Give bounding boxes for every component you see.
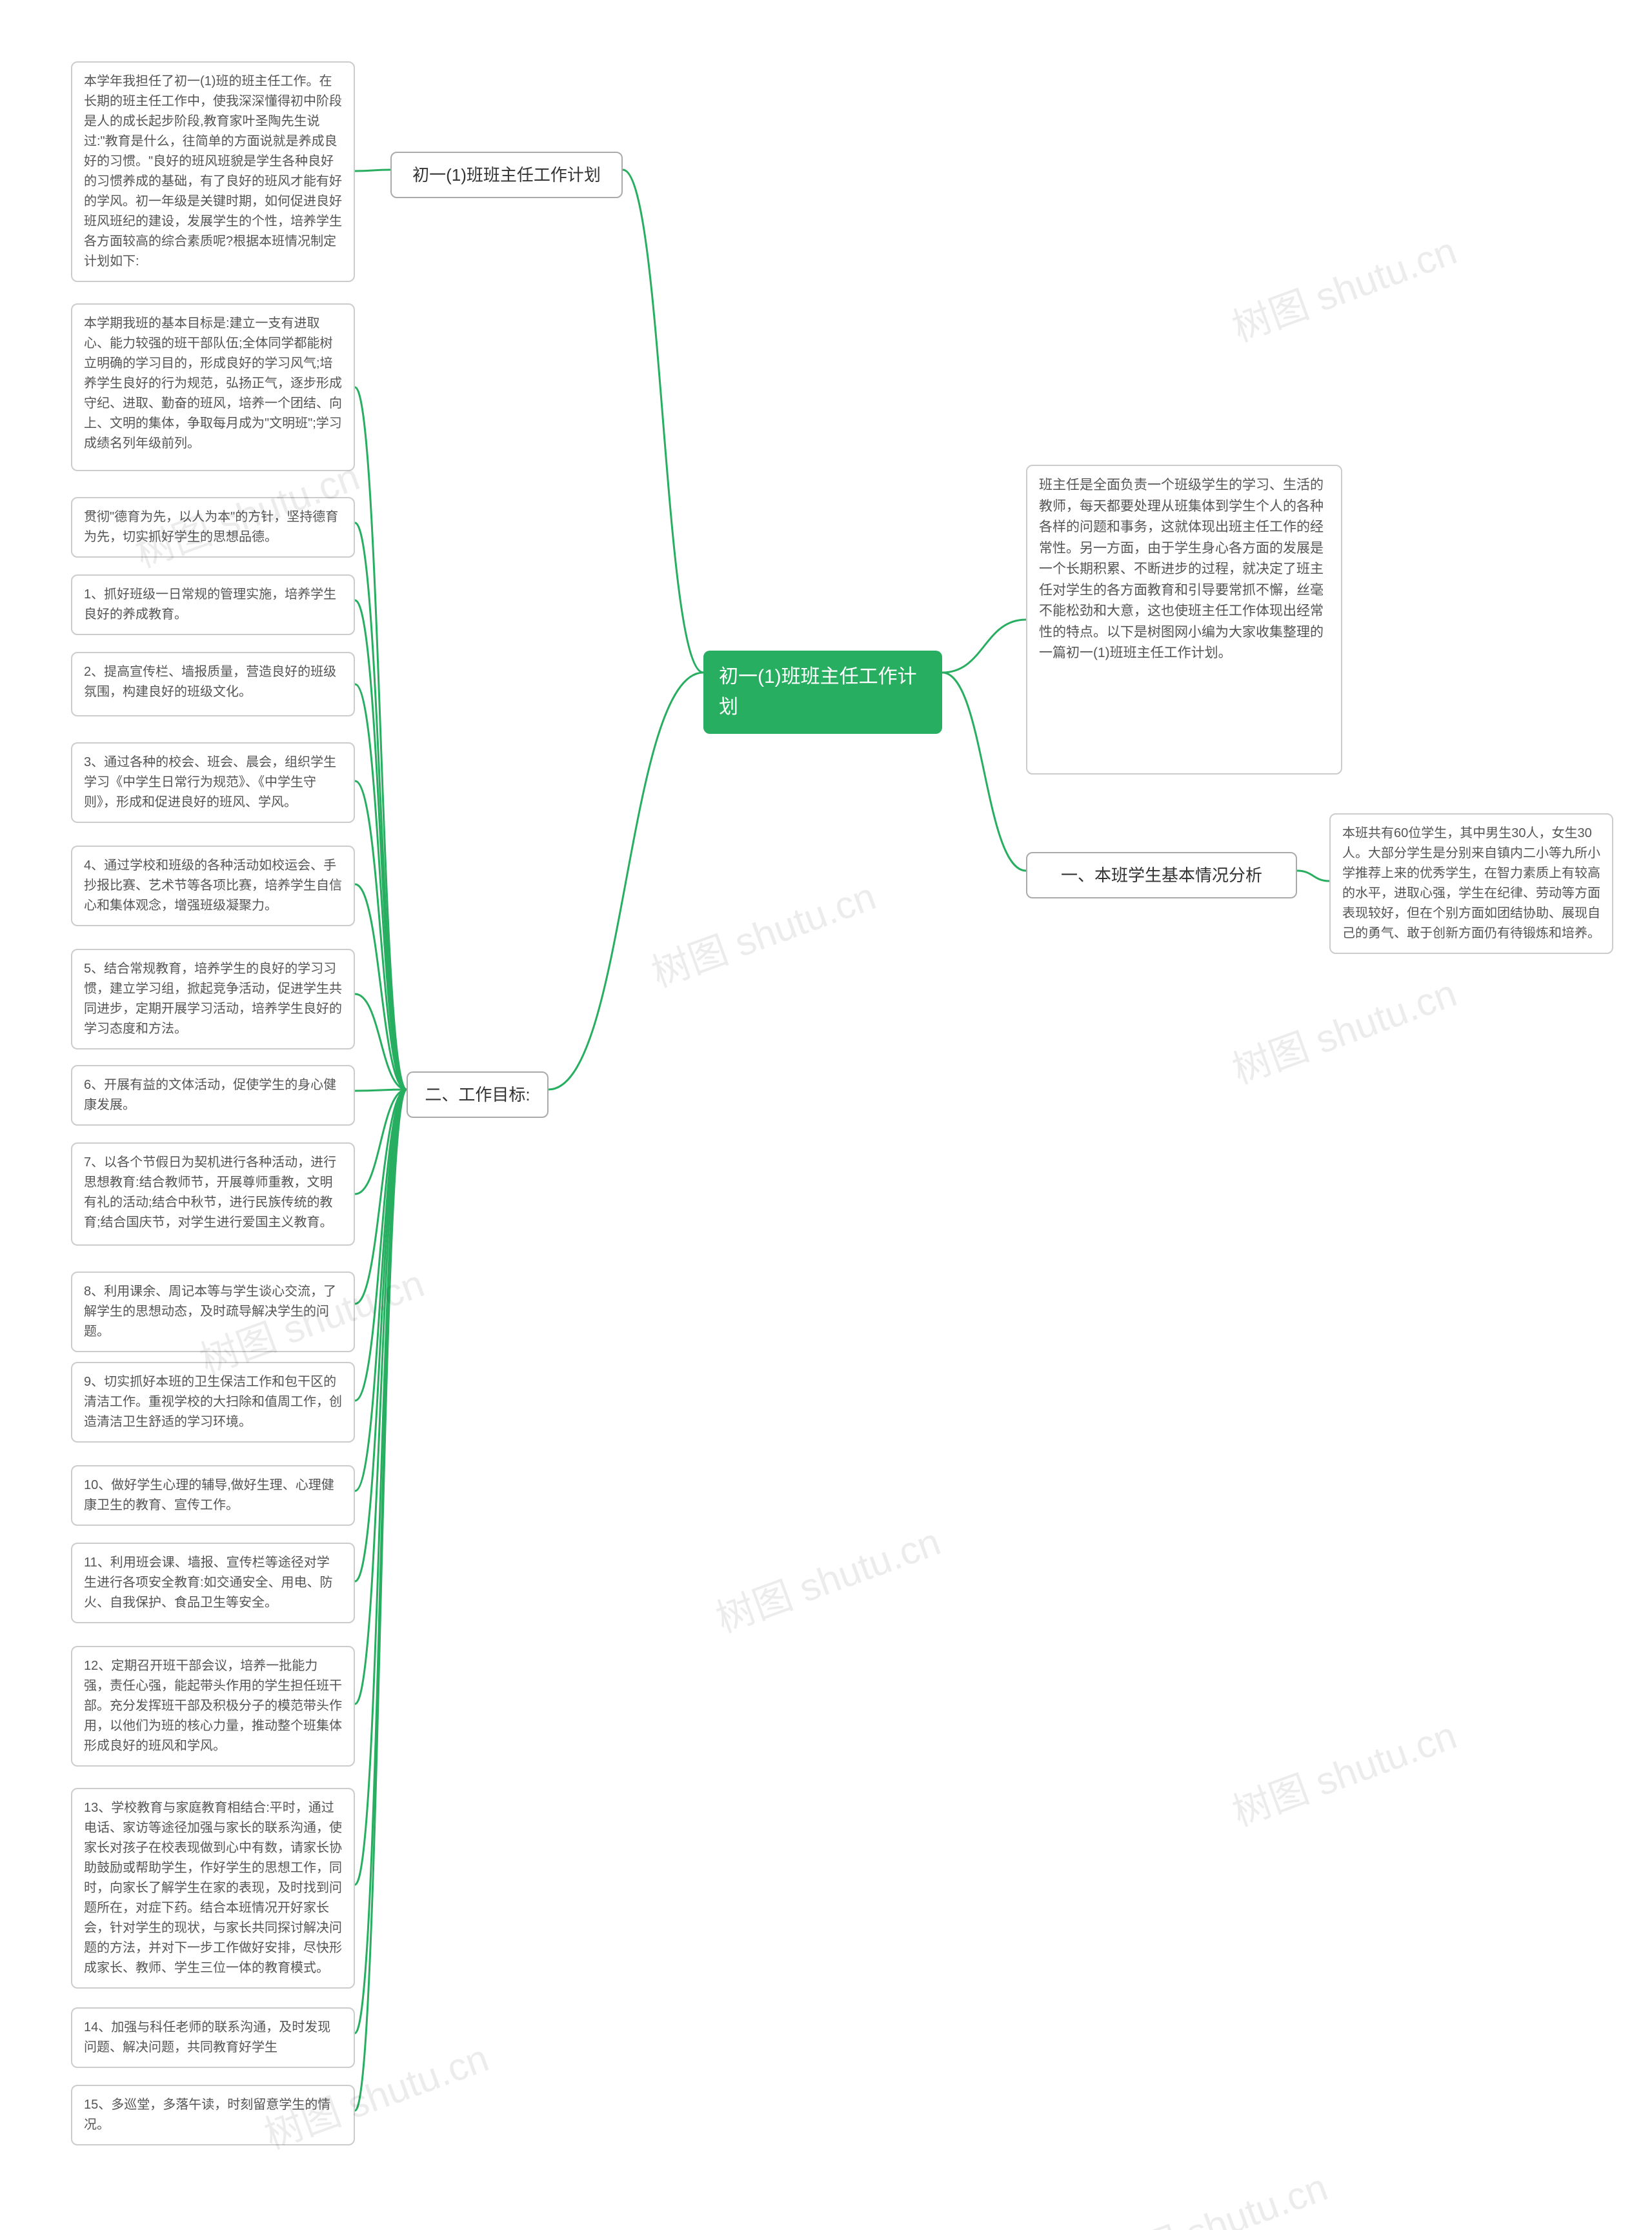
section1-title[interactable]: 一、本班学生基本情况分析 bbox=[1026, 852, 1297, 898]
watermark: 树图 shutu.cn bbox=[1224, 219, 1463, 352]
watermark: 树图 shutu.cn bbox=[643, 865, 882, 998]
section2-item: 贯彻"德育为先，以人为本"的方针，坚持德育为先，切实抓好学生的思想品德。 bbox=[71, 497, 355, 558]
section2-item: 8、利用课余、周记本等与学生谈心交流，了解学生的思想动态，及时疏导解决学生的问题… bbox=[71, 1272, 355, 1352]
title-left-branch[interactable]: 初一(1)班班主任工作计划 bbox=[390, 152, 623, 198]
section2-item: 7、以各个节假日为契机进行各种活动，进行思想教育:结合教师节，开展尊师重教，文明… bbox=[71, 1142, 355, 1246]
section2-item: 12、定期召开班干部会议，培养一批能力强，责任心强，能起带头作用的学生担任班干部… bbox=[71, 1646, 355, 1767]
intro-paragraph: 班主任是全面负责一个班级学生的学习、生活的教师，每天都要处理从班集体到学生个人的… bbox=[1026, 465, 1342, 775]
section2-item: 1、抓好班级一日常规的管理实施，培养学生良好的养成教育。 bbox=[71, 574, 355, 635]
section2-item: 3、通过各种的校会、班会、晨会，组织学生学习《中学生日常行为规范》、《中学生守则… bbox=[71, 742, 355, 823]
title-left-leaf: 本学年我担任了初一(1)班的班主任工作。在长期的班主任工作中，使我深深懂得初中阶… bbox=[71, 61, 355, 282]
section2-item: 13、学校教育与家庭教育相结合:平时，通过电话、家访等途径加强与家长的联系沟通，… bbox=[71, 1788, 355, 1989]
root-node[interactable]: 初一(1)班班主任工作计划 bbox=[703, 651, 942, 734]
section2-item: 11、利用班会课、墙报、宣传栏等途径对学生进行各项安全教育:如交通安全、用电、防… bbox=[71, 1543, 355, 1623]
section2-item: 2、提高宣传栏、墙报质量，营造良好的班级氛围，构建良好的班级文化。 bbox=[71, 652, 355, 716]
section2-item: 4、通过学校和班级的各种活动如校运会、手抄报比赛、艺术节等各项比赛，培养学生自信… bbox=[71, 846, 355, 926]
section2-item: 本学期我班的基本目标是:建立一支有进取心、能力较强的班干部队伍;全体同学都能树立… bbox=[71, 303, 355, 471]
watermark: 树图 shutu.cn bbox=[1224, 962, 1463, 1095]
section2-title[interactable]: 二、工作目标: bbox=[407, 1071, 549, 1118]
section2-item: 10、做好学生心理的辅导,做好生理、心理健康卫生的教育、宣传工作。 bbox=[71, 1465, 355, 1526]
section2-item: 15、多巡堂，多落午读，时刻留意学生的情况。 bbox=[71, 2085, 355, 2145]
section2-item: 9、切实抓好本班的卫生保洁工作和包干区的清洁工作。重视学校的大扫除和值周工作，创… bbox=[71, 1362, 355, 1443]
watermark: 树图 shutu.cn bbox=[1094, 2156, 1334, 2230]
section2-item: 6、开展有益的文体活动，促使学生的身心健康发展。 bbox=[71, 1065, 355, 1126]
section2-item: 5、结合常规教育，培养学生的良好的学习习惯，建立学习组，掀起竞争活动，促进学生共… bbox=[71, 949, 355, 1049]
section2-item: 14、加强与科任老师的联系沟通，及时发现问题、解决问题，共同教育好学生 bbox=[71, 2007, 355, 2068]
section1-leaf: 本班共有60位学生，其中男生30人，女生30人。大部分学生是分别来自镇内二小等九… bbox=[1329, 813, 1613, 954]
watermark: 树图 shutu.cn bbox=[707, 1510, 947, 1643]
watermark: 树图 shutu.cn bbox=[1224, 1704, 1463, 1837]
